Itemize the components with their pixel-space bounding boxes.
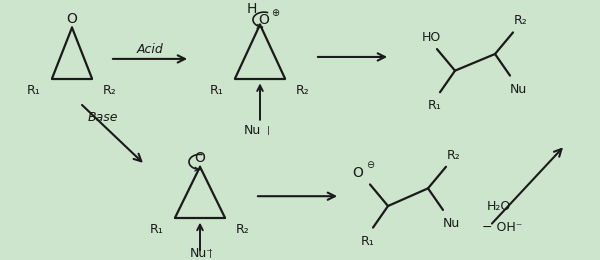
Text: |: | <box>209 249 211 258</box>
Text: ⊖: ⊖ <box>366 160 374 170</box>
Text: R₁: R₁ <box>27 84 41 97</box>
Text: ⊕: ⊕ <box>271 8 279 18</box>
Text: O: O <box>67 12 77 26</box>
Text: Acid: Acid <box>137 43 163 56</box>
Text: R₂: R₂ <box>103 84 117 97</box>
Text: R₁: R₁ <box>210 84 224 97</box>
Text: Base: Base <box>88 111 119 124</box>
Text: R₁: R₁ <box>361 235 375 248</box>
Text: R₁: R₁ <box>150 223 164 236</box>
Text: H₂O: H₂O <box>487 199 511 212</box>
Text: H: H <box>247 2 257 16</box>
Text: HO: HO <box>421 31 440 44</box>
Text: O: O <box>194 151 205 165</box>
Text: Nu: Nu <box>244 124 260 137</box>
Text: O: O <box>353 166 364 180</box>
Text: Nu⁻: Nu⁻ <box>190 246 214 259</box>
Text: R₂: R₂ <box>514 14 528 27</box>
Text: − OH⁻: − OH⁻ <box>482 221 523 234</box>
Text: R₂: R₂ <box>236 223 250 236</box>
Text: Nu: Nu <box>442 217 460 230</box>
Text: Nu: Nu <box>509 83 527 96</box>
Text: R₂: R₂ <box>447 148 461 161</box>
Text: |: | <box>266 126 269 135</box>
Text: R₁: R₁ <box>428 100 442 113</box>
Text: O: O <box>259 13 269 27</box>
Text: R₂: R₂ <box>296 84 310 97</box>
